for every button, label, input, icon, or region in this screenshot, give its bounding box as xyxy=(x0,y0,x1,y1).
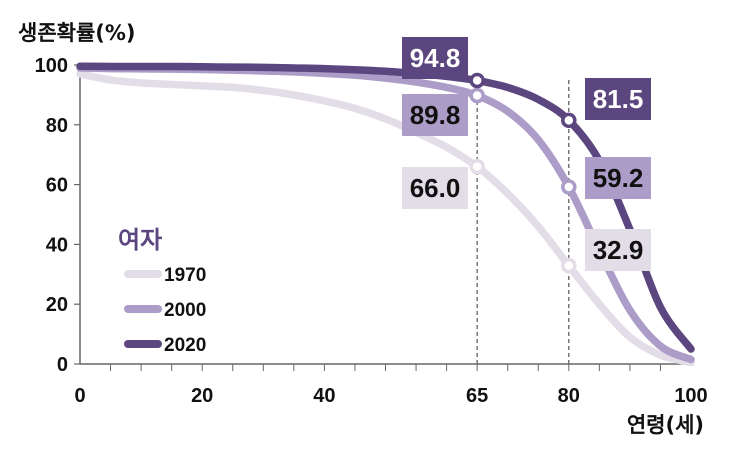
tick-labels: 0 20 40 60 80 100 0 20 40 65 80 100 xyxy=(35,55,708,407)
reference-lines xyxy=(476,80,570,364)
y-tick-label-100: 100 xyxy=(35,55,68,77)
marker-2020-80 xyxy=(561,112,577,129)
x-tick-label-80: 80 xyxy=(558,385,580,407)
y-tick-label-80: 80 xyxy=(46,115,68,137)
data-label-box-1970-80 xyxy=(585,229,651,271)
data-label-box-2000-80 xyxy=(585,157,651,199)
data-label-1970-65: 66.0 xyxy=(410,173,461,203)
data-labels: 66.0 32.9 89.8 59.2 94.8 81.5 xyxy=(402,37,651,271)
data-label-box-2020-65 xyxy=(402,37,468,79)
x-tick-label-20: 20 xyxy=(191,385,213,407)
legend-label-1970: 1970 xyxy=(164,265,206,286)
legend-title: 여자 xyxy=(118,226,162,254)
data-label-box-1970-65 xyxy=(402,167,468,209)
marker-2000-65 xyxy=(469,87,485,104)
y-axis-title: 생존확률(%) xyxy=(18,21,136,45)
y-tick-label-0: 0 xyxy=(57,354,68,376)
data-label-1970-80: 32.9 xyxy=(593,235,644,265)
data-label-box-2020-80 xyxy=(585,78,651,120)
series-line-1970 xyxy=(76,70,695,367)
x-tick-label-65: 65 xyxy=(466,385,488,407)
data-label-2020-65: 94.8 xyxy=(410,43,461,73)
highlight-markers xyxy=(469,72,577,274)
marker-2020-65 xyxy=(469,72,485,89)
x-tick-label-100: 100 xyxy=(674,385,707,407)
marker-1970-80 xyxy=(561,257,577,274)
data-label-2020-80: 81.5 xyxy=(593,84,644,114)
data-label-box-2000-65 xyxy=(402,94,468,136)
y-tick-label-20: 20 xyxy=(46,294,68,316)
legend-label-2020: 2020 xyxy=(164,335,206,356)
x-axis-title: 연령(세) xyxy=(627,413,704,437)
data-label-2000-65: 89.8 xyxy=(410,100,461,130)
data-label-2000-80: 59.2 xyxy=(593,163,644,193)
y-tick-label-60: 60 xyxy=(46,175,68,197)
tick-marks xyxy=(74,64,661,371)
x-tick-label-0: 0 xyxy=(74,385,85,407)
legend: 여자 1970 2000 2020 xyxy=(118,226,206,356)
marker-1970-65 xyxy=(469,158,485,175)
x-tick-label-40: 40 xyxy=(313,385,335,407)
legend-label-2000: 2000 xyxy=(164,300,206,321)
y-tick-label-40: 40 xyxy=(46,234,68,256)
marker-2000-80 xyxy=(561,179,577,195)
